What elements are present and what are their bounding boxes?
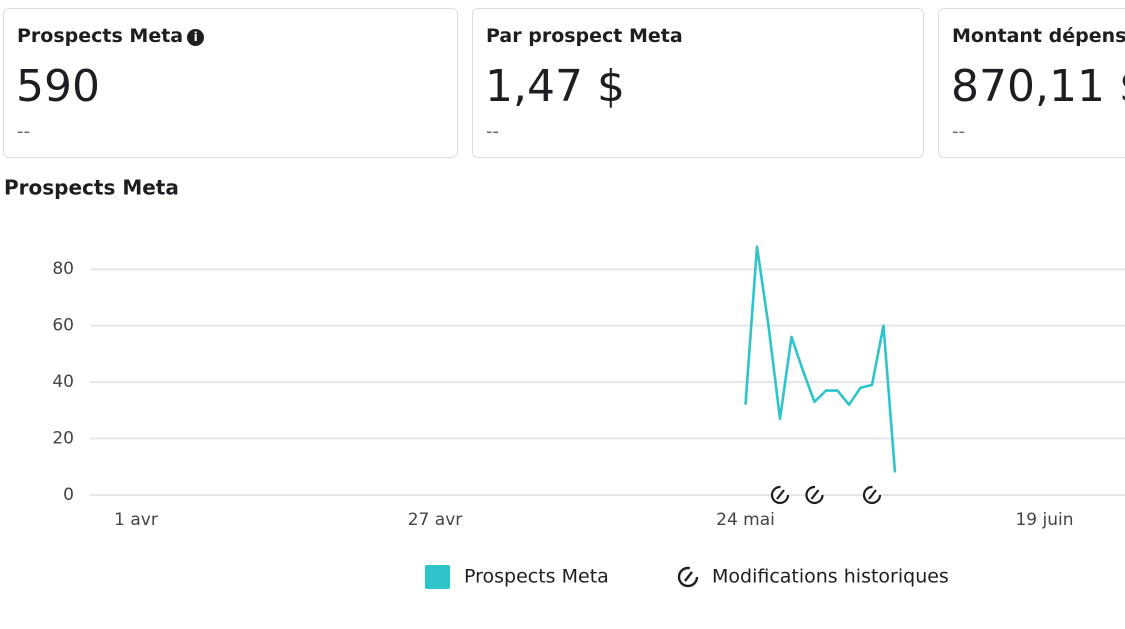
kpi-card[interactable]: Prospects Meta i 590 -- — [3, 8, 458, 158]
event-icon-needle — [868, 489, 877, 500]
legend: Prospects Meta Modifications historiques — [425, 565, 949, 589]
kpi-card[interactable]: Par prospect Meta 1,47 $ -- — [472, 8, 924, 158]
x-tick-label: 1 avr — [114, 510, 158, 530]
legend-swatch — [425, 565, 450, 589]
y-tick-label: 60 — [52, 316, 74, 336]
card-title: Montant dépensé — [952, 25, 1125, 47]
legend-label: Prospects Meta — [464, 566, 609, 588]
card-value: 870,11 $ — [951, 61, 1125, 112]
card-value: 1,47 $ — [485, 61, 625, 112]
y-tick-label: 40 — [52, 372, 74, 392]
card-title: Par prospect Meta — [486, 25, 683, 47]
kpi-card[interactable]: Montant dépensé 870,11 $ -- — [938, 8, 1125, 158]
legend-event-icon — [677, 566, 699, 588]
chart-title: Prospects Meta — [4, 176, 179, 200]
card-change: -- — [486, 121, 499, 142]
y-tick-label: 20 — [52, 429, 74, 449]
card-change: -- — [952, 121, 965, 142]
y-tick-label: 80 — [52, 259, 74, 279]
info-icon[interactable]: i — [187, 29, 205, 46]
event-marker[interactable] — [770, 485, 790, 505]
x-tick-label: 24 mai — [716, 510, 775, 530]
event-marker[interactable] — [805, 485, 824, 505]
event-marker[interactable] — [862, 485, 882, 505]
data-line — [744, 245, 897, 473]
card-change: -- — [17, 121, 30, 142]
y-tick-label: 0 — [63, 485, 74, 505]
x-tick-label: 19 juin — [1015, 510, 1073, 530]
card-title: Prospects Meta i — [17, 25, 205, 47]
event-icon-needle — [810, 489, 820, 500]
chart: Prospects Meta Prospects Meta Modificati… — [4, 176, 1125, 589]
card-title-text: Prospects Meta — [17, 25, 184, 47]
x-tick-label: 27 avr — [408, 510, 463, 530]
card-value: 590 — [16, 61, 100, 112]
legend-label: Modifications historiques — [712, 566, 949, 588]
event-icon-needle — [776, 489, 785, 500]
